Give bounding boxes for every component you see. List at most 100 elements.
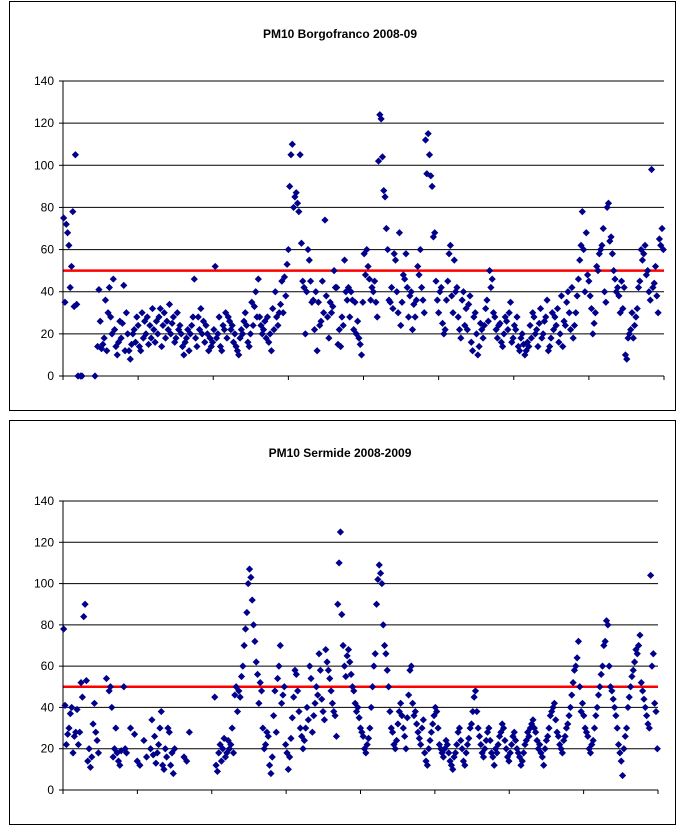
data-point: [659, 245, 667, 254]
data-point: [339, 321, 347, 330]
data-point: [306, 662, 314, 670]
data-point: [176, 321, 184, 330]
data-point: [288, 714, 296, 722]
data-point: [597, 670, 605, 678]
data-point: [528, 720, 536, 728]
data-point: [414, 262, 422, 271]
data-point: [489, 753, 497, 761]
data-point: [210, 326, 218, 334]
data-point: [288, 140, 296, 148]
data-point: [576, 683, 584, 691]
data-point: [330, 267, 338, 275]
data-point: [612, 712, 620, 720]
data-point: [540, 317, 549, 325]
data-point: [169, 769, 177, 778]
data-point: [572, 309, 580, 317]
data-point: [229, 749, 238, 757]
data-point: [150, 326, 158, 334]
data-point: [467, 720, 476, 728]
data-point: [539, 330, 547, 338]
data-point: [126, 355, 134, 363]
data-point: [393, 736, 401, 745]
data-point: [428, 182, 436, 190]
data-point: [516, 347, 524, 355]
scatter-chart-sermide: PM10 Sermide 2008-2009 0 20 40 60 80 100 120 14…: [34, 446, 661, 797]
data-point: [120, 683, 128, 691]
data-point: [165, 300, 174, 308]
data-point: [291, 666, 299, 674]
data-point: [284, 245, 292, 254]
data-point: [323, 313, 332, 321]
data-point: [73, 705, 81, 714]
data-point: [85, 745, 93, 753]
data-point: [303, 288, 311, 296]
chart-panel-borgofranco: PM10 Borgofranco 2008-09 0 20 40 60 80 100 120…: [9, 1, 676, 411]
data-point: [580, 245, 588, 254]
data-point: [282, 292, 290, 300]
data-point: [161, 745, 169, 753]
data-point: [144, 340, 153, 348]
data-point: [433, 296, 441, 304]
data-point: [245, 342, 253, 351]
data-point: [95, 286, 103, 294]
data-point: [249, 621, 258, 629]
data-point: [391, 745, 399, 753]
data-point: [512, 736, 520, 745]
data-point: [259, 724, 267, 732]
data-point: [654, 309, 662, 317]
data-point: [593, 262, 601, 271]
data-point: [146, 745, 155, 753]
data-point: [563, 298, 571, 306]
data-point: [243, 608, 251, 617]
data-point: [562, 724, 571, 732]
data-point: [454, 728, 462, 736]
data-point: [565, 712, 573, 720]
data-point: [364, 734, 373, 742]
data-point: [500, 330, 508, 338]
data-point: [427, 728, 435, 736]
data-point: [70, 732, 78, 740]
data-point: [617, 277, 626, 285]
data-point: [495, 732, 504, 740]
data-point: [609, 695, 617, 703]
data-point: [163, 753, 171, 761]
data-point: [514, 342, 522, 351]
data-point: [61, 298, 69, 306]
data-point: [408, 326, 417, 334]
data-point: [310, 326, 319, 334]
data-point: [507, 740, 516, 749]
data-point: [545, 724, 553, 732]
data-point: [257, 687, 266, 695]
data-point: [130, 730, 139, 738]
data-point: [108, 330, 116, 338]
data-point: [454, 313, 462, 321]
data-point: [505, 309, 513, 317]
data-point: [527, 334, 535, 342]
data-point: [67, 262, 76, 271]
data-point: [437, 283, 445, 292]
data-point: [63, 229, 72, 237]
data-point: [394, 309, 402, 317]
data-point: [487, 749, 496, 757]
data-point: [290, 203, 298, 212]
data-point: [458, 296, 466, 304]
data-point: [129, 330, 137, 338]
data-point: [303, 703, 311, 712]
data-point: [188, 321, 196, 330]
data-point: [296, 724, 304, 732]
data-point: [386, 298, 394, 306]
data-point: [296, 151, 304, 159]
data-point: [256, 313, 264, 321]
data-point: [339, 641, 347, 650]
data-point: [154, 330, 162, 338]
data-point: [419, 296, 427, 304]
data-point: [405, 691, 413, 699]
data-point: [485, 724, 493, 732]
data-point: [618, 771, 627, 780]
data-point: [184, 326, 192, 334]
data-point: [232, 683, 240, 691]
data-point: [517, 761, 525, 769]
data-point: [493, 749, 501, 757]
data-point: [336, 528, 345, 536]
data-point: [338, 313, 346, 321]
